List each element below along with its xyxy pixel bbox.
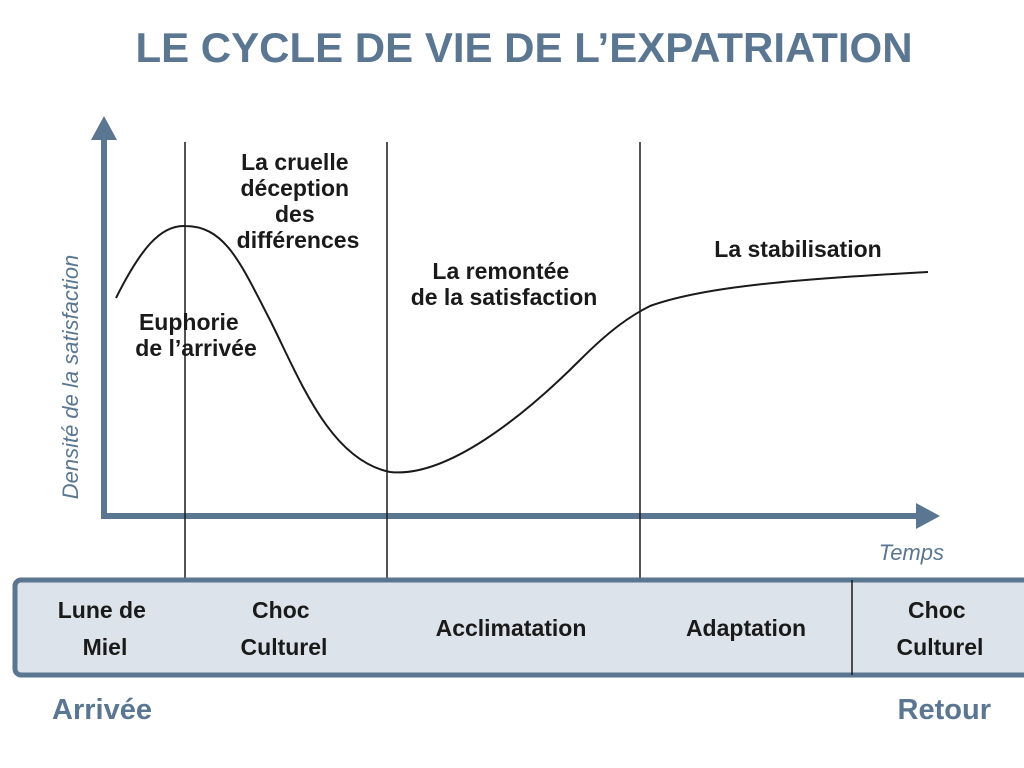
phase-choc-culturel-retour-line-1: Choc [908,597,966,623]
y-axis-arrowhead [91,116,117,140]
label-deception-line-4: différences [237,227,360,253]
label-remontee-line-1: La remontée [432,258,569,284]
phase-acclimatation: Acclimatation [436,615,587,641]
x-axis-arrowhead [916,503,940,529]
phase-lune-de-miel-line-2: Miel [83,634,128,660]
label-deception-line-3: des [275,201,315,227]
phase-choc-culturel-retour: Choc Culturel [897,597,984,660]
label-stabilisation-line-1: La stabilisation [714,236,881,262]
phase-choc-culturel-line-2: Culturel [241,634,328,660]
phase-adaptation-line-1: Adaptation [686,615,806,641]
label-stabilisation: La stabilisation [714,236,881,262]
diagram-title: LE CYCLE DE VIE DE L’EXPATRIATION [135,24,912,71]
label-deception: La cruelle déception des différences [237,149,360,253]
phase-lune-de-miel-line-1: Lune de [58,597,146,623]
label-remontee-line-2: de la satisfaction [411,284,598,310]
label-deception-line-2: déception [240,175,349,201]
phase-choc-culturel-retour-line-2: Culturel [897,634,984,660]
label-euphorie: Euphorie de l’arrivée [135,309,256,361]
label-euphorie-line-1: Euphorie [139,309,239,335]
phase-adaptation: Adaptation [686,615,806,641]
end-label: Retour [898,694,991,726]
phase-bar [12,577,1024,678]
label-euphorie-line-2: de l’arrivée [135,335,256,361]
phase-acclimatation-line-1: Acclimatation [436,615,587,641]
label-remontee: La remontée de la satisfaction [411,258,598,310]
satisfaction-curve [115,224,929,474]
x-axis-label: Temps [879,540,944,565]
phase-choc-culturel: Choc Culturel [241,597,328,660]
y-axis-label: Densité de la satisfaction [58,255,83,500]
phase-choc-culturel-line-1: Choc [252,597,310,623]
label-deception-line-1: La cruelle [241,149,348,175]
start-label: Arrivée [52,694,152,726]
phase-lune-de-miel: Lune de Miel [58,597,153,660]
